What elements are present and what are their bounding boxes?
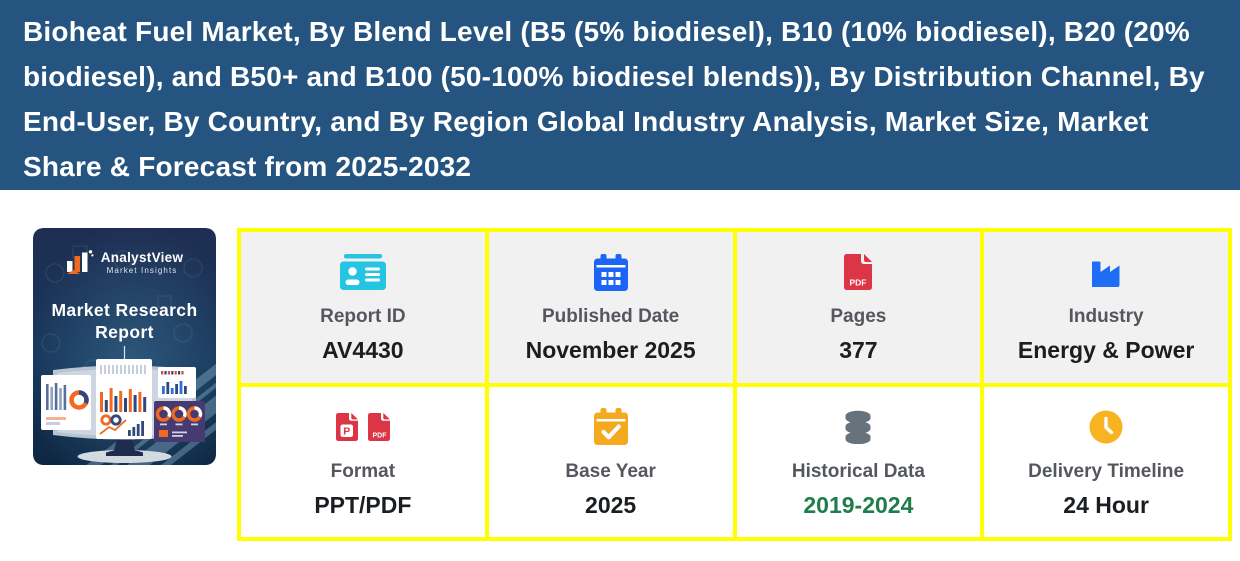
info-card-pages: PDF Pages 377 — [736, 232, 981, 383]
info-card-published-date: Published Date November 2025 — [488, 232, 733, 383]
card-label: Published Date — [542, 306, 680, 327]
page-header-banner: Bioheat Fuel Market, By Blend Level (B5 … — [0, 0, 1240, 190]
calendar-icon — [593, 253, 628, 291]
info-card-industry: Industry Energy & Power — [984, 232, 1228, 383]
info-card-format: P PDF Format PPT/PDF — [241, 386, 485, 537]
card-value: Energy & Power — [1017, 337, 1195, 363]
brand-logo-icon — [66, 250, 94, 274]
poster-title: Market Research Report — [51, 300, 198, 343]
report-title: Bioheat Fuel Market, By Blend Level (B5 … — [23, 16, 1205, 182]
card-label: Historical Data — [791, 460, 925, 482]
card-value: 2025 — [585, 491, 637, 518]
svg-text:PDF: PDF — [850, 278, 867, 288]
info-card-delivery-timeline: Delivery Timeline 24 Hour — [984, 386, 1228, 537]
chart-doc-right — [158, 367, 196, 398]
card-value: PPT/PDF — [314, 491, 412, 518]
clock-icon — [1089, 408, 1123, 446]
report-summary-section: AnalystView Market Insights Market Resea… — [0, 190, 1240, 541]
info-card-report-id: Report ID AV4430 — [241, 232, 485, 383]
pdf-file-icon: PDF — [844, 253, 873, 291]
card-value: AV4430 — [322, 337, 404, 363]
chart-panel-purple — [154, 401, 205, 442]
card-value: 24 Hour — [1063, 491, 1149, 518]
id-card-icon — [339, 253, 386, 291]
card-label: Pages — [830, 306, 887, 327]
card-label: Industry — [1068, 306, 1144, 327]
card-label: Report ID — [320, 306, 406, 327]
ppt-pdf-files-icon: P PDF — [335, 408, 390, 446]
report-cover-thumbnail: AnalystView Market Insights Market Resea… — [33, 228, 216, 465]
svg-text:P: P — [343, 425, 350, 437]
chart-doc-center — [96, 359, 152, 439]
info-card-base-year: Base Year 2025 — [488, 386, 733, 537]
factory-icon — [1090, 253, 1122, 291]
calendar-check-icon — [593, 408, 628, 446]
card-value: November 2025 — [525, 337, 696, 363]
card-value: 377 — [839, 337, 878, 363]
chart-doc-left — [41, 375, 91, 430]
card-label: Delivery Timeline — [1028, 460, 1185, 482]
card-label: Base Year — [565, 460, 656, 482]
brand-tagline: Market Insights — [106, 265, 178, 275]
brand-name: AnalystView — [100, 249, 184, 265]
brand-logo: AnalystView Market Insights — [33, 249, 216, 275]
report-info-grid: Report ID AV4430 Published Date November… — [237, 228, 1232, 541]
svg-text:PDF: PDF — [372, 432, 387, 439]
card-value: 2019-2024 — [803, 491, 914, 518]
report-cover-illustration — [33, 228, 216, 465]
card-label: Format — [330, 460, 396, 482]
info-card-historical-data: Historical Data 2019-2024 — [736, 386, 981, 537]
database-icon — [844, 408, 872, 446]
